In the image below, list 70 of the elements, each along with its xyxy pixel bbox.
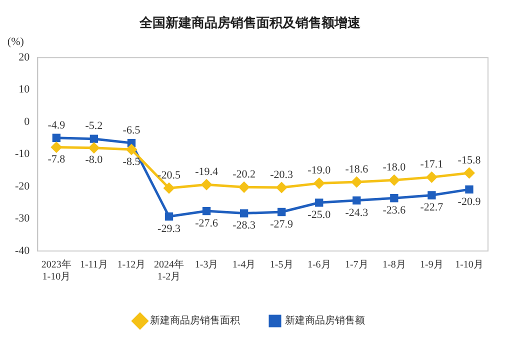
x-tick-label: 1-11月 [80,260,108,271]
point [202,206,211,216]
data-label: -20.2 [232,168,256,181]
y-tick-label: 20 [18,51,30,64]
data-label: -4.9 [48,119,66,132]
x-tick-label: 1-3月 [194,260,218,271]
data-label: -8.0 [85,154,104,166]
data-label: -20.5 [158,170,181,182]
x-tick-label: 1-12月 [117,260,146,271]
y-tick-label: -10 [14,148,30,160]
point [52,134,61,142]
data-label: -27.6 [195,217,218,230]
data-label: -18.6 [345,163,369,176]
x-tick-label: 1-10月 [455,260,484,271]
data-label: -29.3 [158,222,181,235]
point [88,142,100,154]
data-label: -6.5 [122,124,141,136]
data-label: -8.5 [122,156,141,168]
data-label: -24.3 [345,206,369,219]
data-label: -20.9 [458,196,482,208]
point [126,144,137,155]
point [201,179,212,190]
x-tick-label: 2023年 1-10月 [41,258,72,283]
data-label: -28.3 [232,220,256,232]
point [164,182,174,194]
point [51,142,62,152]
y-tick-label: -40 [14,244,30,257]
point [164,212,174,221]
point [315,198,324,207]
point [351,176,362,188]
point [388,174,400,186]
data-label: -15.8 [458,154,482,166]
data-label: -23.6 [382,204,406,217]
data-label: -22.7 [420,202,444,214]
x-tick-label: 1-5月 [270,260,294,271]
y-tick-label: -30 [14,212,30,225]
x-tick-label: 1-4月 [232,260,256,271]
data-label: -19.4 [195,166,218,178]
y-tick-label: 10 [18,84,30,96]
y-axis-title: (%) [7,36,24,48]
y-tick-label: 0 [24,116,30,128]
data-label: -19.0 [308,164,332,177]
data-label: -18.0 [382,161,406,174]
legend-label: 新建商品房销售面积 [150,314,240,327]
x-tick-label: 1-6月 [307,260,331,271]
point [276,182,287,193]
point [426,172,437,182]
point [390,194,398,202]
data-label: -20.3 [270,168,294,181]
data-label: -27.9 [270,218,294,230]
point [464,168,474,178]
point [314,178,324,189]
legend-label: 新建商品房销售额 [285,314,365,327]
point [465,185,474,194]
data-label: -17.1 [420,158,444,171]
y-tick-label: -20 [14,180,30,192]
point [90,134,98,143]
x-tick-label: 1-7月 [344,260,368,271]
point [428,191,436,200]
chart-title: 全国新建商品房销售面积及销售额增速 [138,15,362,32]
point [240,209,248,218]
data-label: -7.8 [48,154,66,166]
point [238,182,250,192]
point [352,196,361,204]
data-label: -25.0 [308,209,332,222]
point [278,208,286,216]
data-label: -5.2 [85,120,103,132]
x-tick-label: 1-9月 [420,260,444,271]
x-tick-label: 2024年 1-2月 [154,258,184,283]
x-tick-label: 1-8月 [382,260,406,271]
